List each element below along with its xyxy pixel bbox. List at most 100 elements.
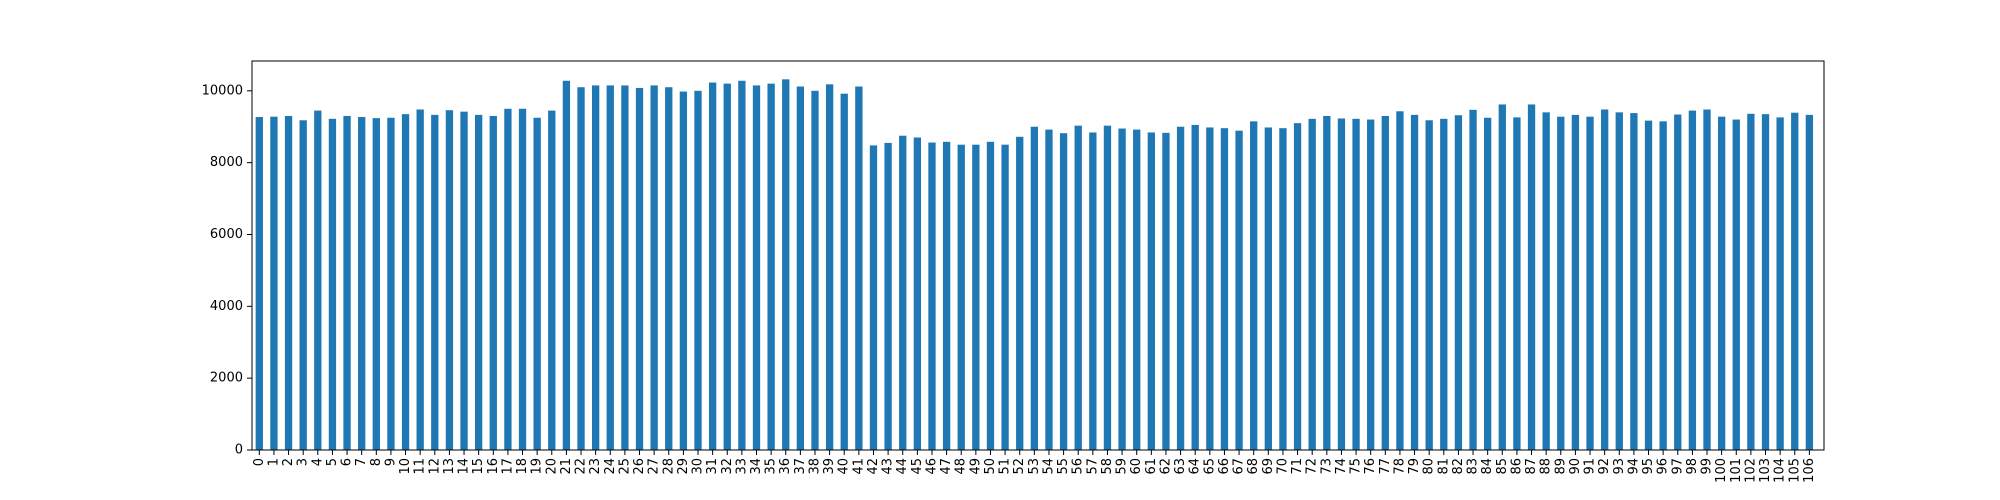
x-tick-label: 10	[398, 458, 413, 475]
bar	[401, 114, 410, 451]
x-tick-label: 20	[544, 458, 559, 475]
x-tick-label: 77	[1378, 458, 1393, 475]
x-tick-label: 51	[998, 458, 1013, 475]
bar	[1410, 114, 1419, 450]
bar	[387, 117, 395, 450]
x-tick-label: 85	[1495, 458, 1510, 475]
x-tick-label: 103	[1758, 458, 1773, 483]
x-tick-label: 17	[500, 458, 515, 475]
x-tick-label: 53	[1027, 458, 1042, 475]
bar	[1030, 126, 1038, 451]
x-tick-label: 96	[1656, 458, 1671, 475]
bar	[1717, 116, 1726, 450]
x-tick-label: 59	[1115, 458, 1130, 475]
bar	[270, 116, 278, 450]
bar	[548, 110, 556, 450]
bar	[1732, 119, 1740, 451]
y-tick-label: 10000	[202, 83, 243, 98]
bar	[869, 145, 878, 450]
x-tick-label: 80	[1422, 458, 1437, 475]
bar	[460, 111, 468, 450]
x-tick-label: 76	[1363, 458, 1378, 475]
x-tick-label: 32	[720, 458, 735, 475]
x-tick-label: 63	[1173, 458, 1188, 475]
bar	[1176, 126, 1185, 451]
bar	[840, 93, 848, 450]
x-tick-label: 48	[954, 458, 969, 475]
bar	[796, 86, 805, 450]
x-tick-label: 23	[588, 458, 603, 475]
bar	[1571, 114, 1580, 450]
bar	[1557, 116, 1565, 450]
bar	[1352, 118, 1360, 451]
x-tick-label: 54	[1041, 458, 1056, 475]
x-tick-label: 15	[471, 458, 486, 475]
x-tick-label: 49	[968, 458, 983, 475]
bar	[708, 82, 717, 451]
bar	[489, 115, 497, 450]
bar	[1659, 121, 1667, 450]
x-tick-label: 84	[1480, 458, 1495, 475]
bar	[577, 87, 585, 451]
x-tick-label: 44	[895, 458, 910, 475]
x-tick-label: 82	[1451, 458, 1466, 475]
x-tick-label: 35	[764, 458, 779, 475]
bar	[343, 115, 351, 450]
x-tick-label: 90	[1568, 458, 1583, 475]
bar	[1250, 121, 1258, 450]
bar	[1074, 125, 1082, 450]
y-tick-label: 4000	[210, 299, 243, 314]
x-tick-label: 46	[924, 458, 939, 475]
bar	[1191, 124, 1199, 450]
x-tick-label: 100	[1714, 458, 1729, 483]
x-tick-label: 62	[1158, 458, 1173, 475]
bar	[299, 120, 307, 450]
x-tick-label: 30	[691, 458, 706, 475]
bar	[1630, 113, 1638, 450]
bar	[255, 117, 263, 451]
y-tick-label: 6000	[210, 227, 243, 242]
x-tick-label: 21	[559, 458, 574, 475]
x-tick-label: 71	[1290, 458, 1305, 475]
bar	[621, 85, 629, 450]
x-tick-label: 0	[252, 458, 267, 466]
bar	[723, 83, 731, 450]
bar	[635, 87, 644, 450]
bar	[475, 114, 483, 450]
x-tick-label: 56	[1071, 458, 1086, 475]
bar	[679, 91, 688, 450]
bar	[1059, 133, 1068, 451]
x-tick-label: 65	[1202, 458, 1217, 475]
bar	[445, 110, 454, 450]
bar	[694, 90, 702, 450]
bar	[1542, 112, 1550, 451]
bar	[1586, 116, 1594, 450]
bar	[1805, 114, 1814, 450]
bar	[1293, 123, 1302, 450]
bar	[1513, 117, 1521, 450]
bar	[1498, 104, 1506, 451]
x-tick-label: 81	[1436, 458, 1451, 475]
y-tick-label: 8000	[210, 155, 243, 170]
bar	[1425, 120, 1433, 450]
bar	[884, 142, 892, 451]
bar	[899, 135, 907, 450]
bar	[591, 85, 600, 450]
x-tick-label: 16	[486, 458, 501, 475]
x-tick-label: 69	[1261, 458, 1276, 475]
x-tick-label: 11	[413, 458, 428, 475]
bar	[1279, 128, 1287, 451]
bar	[1016, 136, 1024, 450]
x-tick-label: 91	[1583, 458, 1598, 475]
x-tick-label: 74	[1334, 458, 1349, 475]
x-tick-label: 68	[1246, 458, 1261, 475]
x-tick-label: 14	[457, 458, 472, 475]
bar	[1045, 129, 1053, 450]
bar	[1264, 127, 1272, 450]
x-tick-label: 92	[1597, 458, 1612, 475]
bar	[1396, 111, 1404, 450]
bar	[1761, 114, 1770, 451]
x-tick-label: 95	[1641, 458, 1656, 475]
x-tick-label: 39	[822, 458, 837, 475]
